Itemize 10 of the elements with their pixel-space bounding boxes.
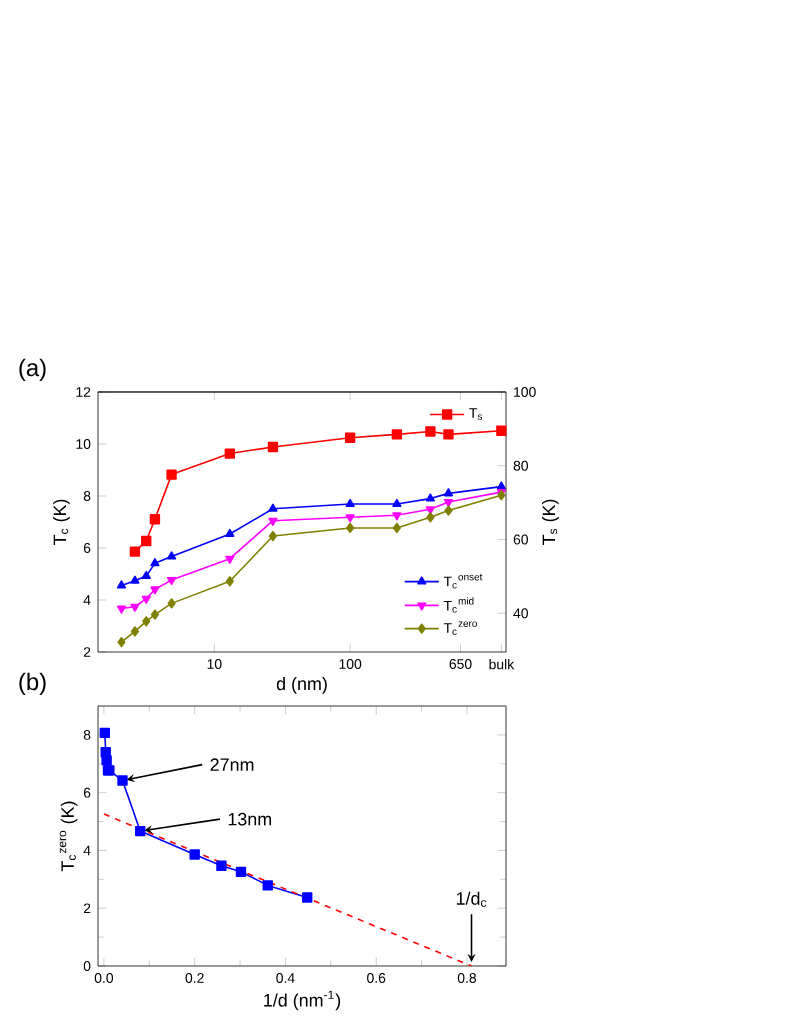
text: (b): [19, 672, 46, 695]
annotation: 13nm: [228, 812, 272, 826]
y2-axis-title: T$_{s}$ (K): [542, 499, 559, 545]
annotation: 1/d$_{c}$: [456, 891, 487, 907]
text: (a): [19, 358, 46, 381]
annotation: 27nm: [210, 758, 254, 771]
y-axis-title: T$_{c}$ (K): [53, 499, 70, 545]
x-axis-title: 1/d (nm$^{-1}$): [264, 990, 341, 1011]
x-axis-title: d (nm): [276, 676, 327, 694]
y-axis-title: T$_{c}$$^{zero}$ (K): [59, 801, 78, 872]
